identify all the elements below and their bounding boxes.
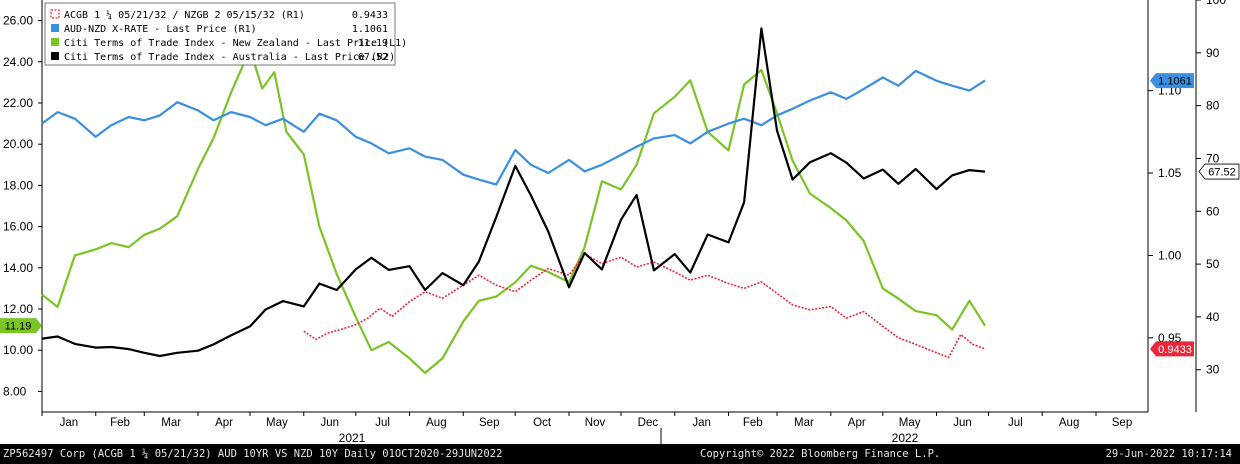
r2-tick-label: 30 [1206, 363, 1220, 377]
legend-entry-citi-au: Citi Terms of Trade Index - Australia - … [51, 52, 395, 63]
r2-axis-ticks: 100 90 80 70 60 50 40 30 [1195, 0, 1226, 412]
r2-tick-label: 80 [1206, 99, 1220, 113]
r1-tick-label: 1.05 [1158, 166, 1182, 180]
r2-tick-label: 50 [1206, 257, 1220, 271]
legend-entry-citi-nz: Citi Terms of Trade Index - New Zealand … [51, 38, 407, 49]
series-line-3 [41, 27, 986, 358]
r2-tick-label: 100 [1206, 0, 1226, 7]
legend-value-citi-au: 67.52 [358, 52, 388, 63]
x-tick-label: Nov [585, 417, 606, 429]
x-tick-label: Mar [161, 417, 181, 429]
r2-tick-label: 70 [1206, 151, 1220, 165]
left-tick-label: 12.00 [3, 302, 33, 316]
legend-value-citi-nz: 11.19 [358, 38, 388, 49]
x-axis-panel [0, 412, 1240, 444]
left-tick-label: 24.00 [3, 55, 33, 69]
series-line-0 [303, 253, 986, 359]
legend-label-aud-nzd: AUD-NZD X-RATE - Last Price (R1) [64, 24, 257, 35]
tag-citi-au-value: 67.52 [1208, 167, 1236, 179]
series-line-1 [41, 69, 986, 186]
x-tick-label: Feb [110, 417, 130, 429]
r2-tick-label: 90 [1206, 46, 1220, 60]
footer-timestamp: 29-Jun-2022 10:17:14 [1105, 448, 1232, 460]
x-tick-label: Aug [426, 417, 446, 429]
left-tick-label: 20.00 [3, 137, 33, 151]
x-tick-label: Jul [375, 417, 390, 429]
x-tick-label: May [899, 417, 921, 429]
x-axis-ticks: Jan Feb Mar Apr May Jun Jul Aug Sep Oct Nov Dec Jan F… [41, 412, 1132, 429]
tag-acgb-nzgb: 0.9433 [1150, 341, 1194, 357]
r1-tick-label: 1.00 [1158, 248, 1182, 262]
legend-label-acgb-nzgb: ACGB 1 ¼ 05/21/32 / NZGB 2 05/15/32 (R1) [64, 9, 305, 21]
x-tick-label: Aug [1059, 417, 1079, 429]
legend-value-aud-nzd: 1.1061 [352, 24, 388, 35]
legend-label-citi-nz: Citi Terms of Trade Index - New Zealand … [64, 38, 407, 49]
legend-swatch-aud-nzd [51, 24, 59, 32]
tag-citi-nz-value: 11.19 [5, 321, 32, 333]
legend-entry-acgb-nzgb: ACGB 1 ¼ 05/21/32 / NZGB 2 05/15/32 (R1)… [50, 9, 388, 21]
tag-aud-nzd-shape [1150, 73, 1194, 89]
x-tick-label: Jun [320, 417, 339, 429]
left-tick-label: 14.00 [3, 261, 33, 275]
legend-value-acgb-nzgb: 0.9433 [352, 10, 388, 21]
left-tick-label: 26.00 [3, 14, 33, 28]
left-tick-label: 18.00 [3, 178, 33, 192]
x-tick-label: Jan [60, 417, 79, 429]
x-tick-label: Jun [953, 417, 972, 429]
year-label-2021: 2021 [339, 431, 366, 444]
legend-entry-aud-nzd: AUD-NZD X-RATE - Last Price (R1) 1.1061 [51, 24, 388, 35]
x-tick-label: Jan [692, 417, 711, 429]
legend-box [44, 2, 396, 66]
legend: ACGB 1 ¼ 05/21/32 / NZGB 2 05/15/32 (R1)… [44, 2, 407, 66]
x-tick-label: May [266, 417, 288, 429]
tag-citi-au-shape [1198, 163, 1240, 180]
tag-aud-nzd-value: 1.1061 [1158, 76, 1192, 88]
tag-aud-nzd: 1.1061 [1150, 73, 1194, 89]
series-line-2 [41, 48, 986, 374]
tag-citi-nz: 11.19 [0, 318, 42, 334]
footer-copyright: Copyright© 2022 Bloomberg Finance L.P. [700, 448, 941, 460]
right-axis-panel [1148, 0, 1240, 444]
tag-acgb-nzgb-value: 0.9433 [1158, 344, 1192, 356]
r2-tick-label: 40 [1206, 310, 1220, 324]
x-tick-label: Jul [1008, 417, 1023, 429]
left-tick-label: 16.00 [3, 220, 33, 234]
legend-swatch-citi-nz [51, 38, 59, 46]
left-axis-ticks: 26.00 24.00 22.00 20.00 18.00 16.00 14.00 12.00… [3, 14, 42, 398]
x-tick-label: Sep [1112, 417, 1132, 429]
tag-citi-nz-shape [0, 318, 42, 334]
left-tick-label: 22.00 [3, 96, 33, 110]
tag-acgb-nzgb-shape [1150, 341, 1194, 357]
x-tick-label: Dec [638, 417, 659, 429]
footer-security-info: ZP562497 Corp (ACGB 1 ¼ 05/21/32) AUD 10… [3, 448, 503, 460]
r2-tick-label: 60 [1206, 204, 1220, 218]
legend-swatch-acgb-nzgb [50, 9, 60, 19]
left-axis-panel [0, 0, 42, 444]
r1-tick-label: 0.95 [1158, 331, 1182, 345]
x-tick-label: Mar [794, 417, 814, 429]
x-tick-label: Apr [848, 417, 866, 429]
last-value-tags: 1.1061 67.52 0.9433 11.19 [0, 73, 1240, 357]
left-tick-label: 8.00 [3, 384, 27, 398]
left-tick-label: 10.00 [3, 343, 33, 357]
x-tick-label: Feb [743, 417, 763, 429]
footer-bar: ZP562497 Corp (ACGB 1 ¼ 05/21/32) AUD 10… [0, 444, 1240, 464]
series-layer [41, 27, 986, 374]
x-tick-label: Oct [533, 417, 552, 429]
x-tick-label: Apr [215, 417, 233, 429]
x-tick-label: Sep [479, 417, 499, 429]
legend-swatch-citi-au [51, 52, 59, 60]
year-label-2022: 2022 [892, 431, 919, 444]
tag-citi-au: 67.52 [1198, 163, 1240, 180]
chart: 26.00 24.00 22.00 20.00 18.00 16.00 14.00 12.00… [0, 0, 1240, 444]
legend-label-citi-au: Citi Terms of Trade Index - Australia - … [64, 52, 395, 63]
